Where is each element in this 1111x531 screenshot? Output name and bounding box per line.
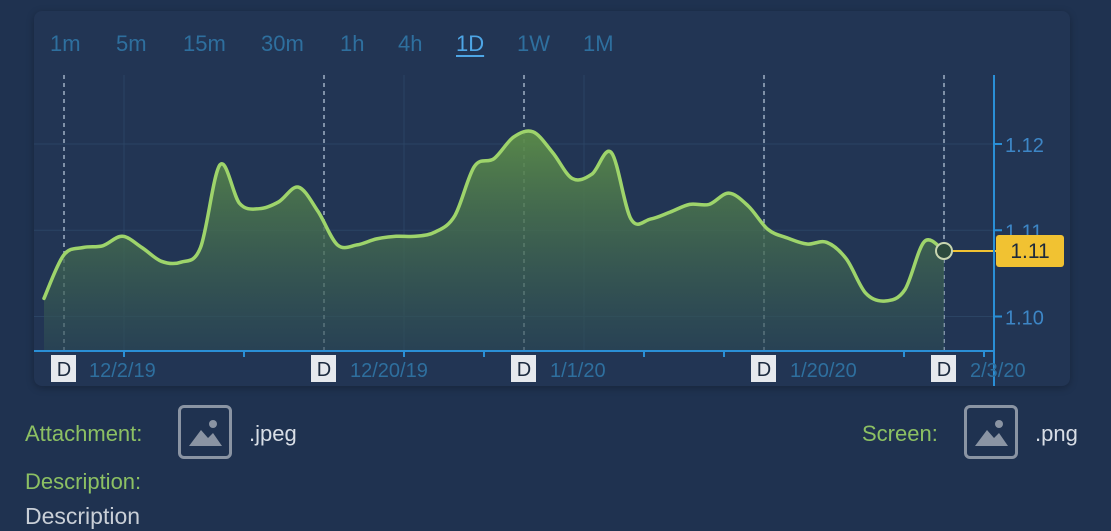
price-chart[interactable]: 1.10 1.11 1.12 D 12/2/19 D 12/20/19 D 1/1/20 D 1/… <box>34 11 1070 386</box>
current-price-label: 1.11 <box>1010 240 1049 263</box>
day-marker-box <box>311 355 336 382</box>
tab-30m[interactable]: 30m <box>261 31 304 56</box>
day-marker-box <box>931 355 956 382</box>
day-marker-box <box>511 355 536 382</box>
day-marker-label: D <box>937 359 951 381</box>
tab-1m[interactable]: 1m <box>50 31 81 56</box>
y-tick-label: 1.12 <box>1005 135 1044 157</box>
description-label: Description: <box>25 469 142 494</box>
x-tick-label: 1/1/20 <box>550 360 606 382</box>
chart-card: 1m 5m 15m 30m 1h 4h 1D 1W 1M 1.10 1.11 1.1… <box>34 11 1070 386</box>
tab-5m[interactable]: 5m <box>116 31 147 56</box>
timeframe-tabs: 1m 5m 15m 30m 1h 4h 1D 1W 1M <box>34 11 1070 75</box>
description-value[interactable]: Description <box>25 503 141 529</box>
x-tick-label: 12/20/19 <box>350 360 428 382</box>
image-placeholder-icon[interactable] <box>178 405 232 459</box>
current-price-marker[interactable] <box>935 241 953 260</box>
image-placeholder-icon[interactable] <box>964 405 1018 459</box>
price-area <box>44 131 944 351</box>
tab-1mo[interactable]: 1M <box>583 31 614 56</box>
tab-15m[interactable]: 15m <box>183 31 226 56</box>
day-marker-box <box>751 355 776 382</box>
x-tick-label: 12/2/19 <box>89 360 156 382</box>
tab-4h[interactable]: 4h <box>398 31 423 56</box>
current-price-badge: 1.11 <box>996 234 1064 267</box>
day-marker-label: D <box>517 359 531 381</box>
day-marker-box <box>51 355 76 382</box>
day-marker-label: D <box>757 359 771 381</box>
price-line <box>42 129 946 303</box>
attachment-extension: .jpeg <box>249 421 297 446</box>
x-tick-label: 1/20/20 <box>790 360 857 382</box>
y-tick-label: 1.10 <box>1005 308 1044 330</box>
day-marker-label: D <box>57 359 71 381</box>
tab-1d[interactable]: 1D <box>456 31 485 56</box>
screen-label: Screen: <box>862 421 938 446</box>
x-tick-label: 2/3/20 <box>970 360 1026 382</box>
screen-extension: .png <box>1035 421 1078 446</box>
tab-1h[interactable]: 1h <box>340 31 365 56</box>
attachment-label: Attachment: <box>25 421 143 446</box>
day-marker-label: D <box>317 359 331 381</box>
tab-1w[interactable]: 1W <box>517 31 550 56</box>
